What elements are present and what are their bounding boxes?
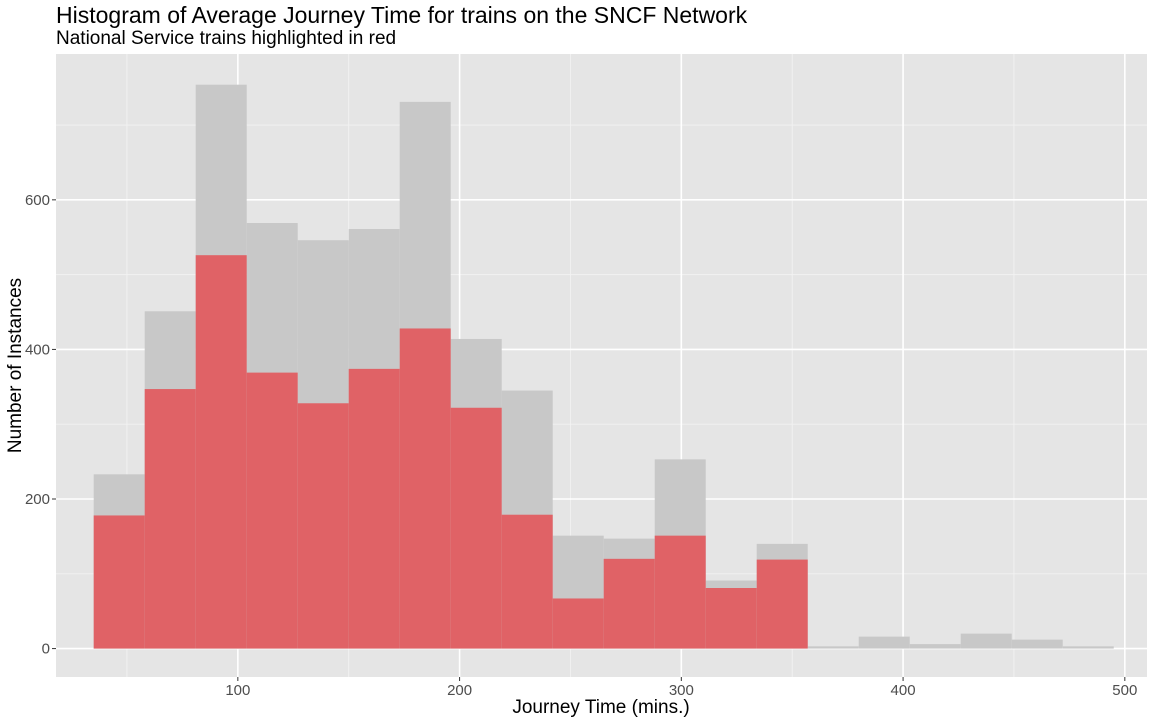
- national-service-bar: [501, 514, 553, 649]
- national-service-bar: [144, 389, 196, 649]
- national-service-bar: [297, 403, 349, 649]
- national-service-bars: [93, 255, 808, 649]
- all-trains-bar: [909, 644, 961, 649]
- chart-title: Histogram of Average Journey Time for tr…: [56, 2, 748, 28]
- x-tick-label: 300: [669, 682, 694, 699]
- national-service-bar: [93, 515, 145, 649]
- x-tick-label: 100: [225, 682, 250, 699]
- national-service-bar: [552, 598, 604, 649]
- national-service-bar: [756, 559, 808, 649]
- national-service-bar: [348, 368, 400, 649]
- all-trains-bar: [960, 633, 1012, 649]
- national-service-bar: [246, 372, 298, 649]
- national-service-bar: [399, 328, 451, 649]
- axis-ticks: [52, 199, 1126, 681]
- all-trains-bar: [807, 646, 859, 649]
- x-axis-title: Journey Time (mins.): [512, 697, 689, 718]
- all-trains-bar: [858, 636, 910, 649]
- x-tick-label: 500: [1112, 682, 1137, 699]
- y-tick-label: 200: [25, 491, 50, 508]
- national-service-bar: [195, 255, 247, 649]
- y-tick-label: 0: [42, 641, 50, 658]
- national-service-bar: [654, 535, 706, 649]
- y-axis-title: Number of Instances: [5, 278, 26, 453]
- all-trains-bar: [1062, 646, 1114, 649]
- all-trains-bar: [1011, 639, 1063, 649]
- x-tick-label: 200: [447, 682, 472, 699]
- y-tick-label: 400: [25, 341, 50, 358]
- chart-subtitle: National Service trains highlighted in r…: [56, 28, 397, 49]
- y-tick-label: 600: [25, 192, 50, 209]
- national-service-bar: [450, 407, 502, 649]
- national-service-bar: [705, 588, 757, 649]
- national-service-bar: [603, 558, 655, 649]
- tick-labels: 100 200 300 400 500 0 200 400 600: [25, 192, 1137, 699]
- x-tick-label: 400: [891, 682, 916, 699]
